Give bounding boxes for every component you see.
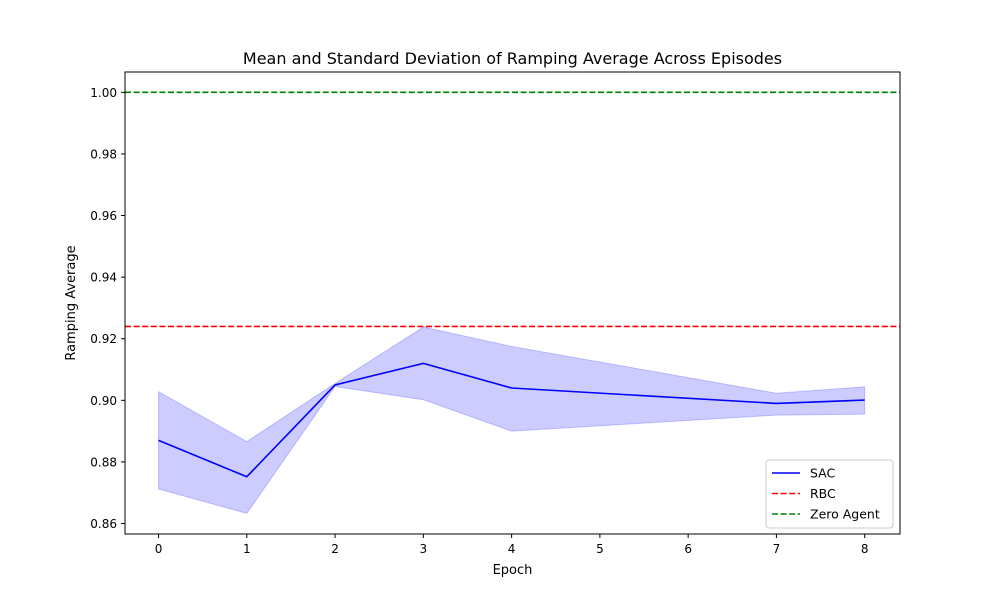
x-tick-label: 3 [420,542,428,556]
y-axis-title: Ramping Average [64,245,79,360]
x-tick-label: 1 [243,542,251,556]
x-tick-label: 2 [331,542,339,556]
sac-std-band [158,326,866,514]
legend-label-sac: SAC [810,466,835,481]
x-tick-label: 4 [508,542,516,556]
y-tick-label: 0.96 [90,209,117,223]
y-tick-label: 0.86 [90,517,117,531]
plot-frame [124,71,901,535]
y-tick-label: 0.92 [90,332,117,346]
legend-box [765,459,894,529]
x-tick-label: 8 [861,542,869,556]
y-tick-label: 0.94 [90,271,117,285]
y-tick-label: 0.88 [90,455,117,469]
x-tick-label: 6 [684,542,692,556]
legend-label-zero-agent: Zero Agent [810,507,880,522]
x-tick-label: 7 [773,542,781,556]
chart-title: Mean and Standard Deviation of Ramping A… [243,49,782,68]
y-tick-label: 1.00 [90,86,117,100]
y-tick-label: 0.90 [90,394,117,408]
x-tick-label: 5 [596,542,604,556]
plot-area [125,72,900,534]
y-tick-label: 0.98 [90,147,117,161]
sac-mean-line [158,362,865,478]
legend-label-rbc: RBC [810,486,836,501]
x-tick-label: 0 [155,542,163,556]
legend: SAC RBC Zero Agent [765,459,894,529]
x-axis-title: Epoch [493,563,533,578]
